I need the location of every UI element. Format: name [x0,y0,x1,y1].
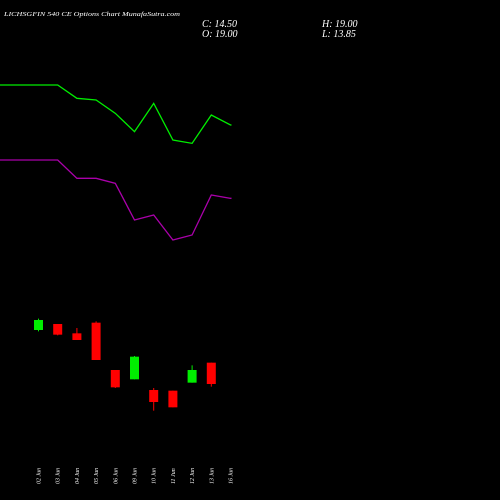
candles [34,318,216,411]
x-tick-label: 02 Jun [37,468,43,484]
x-axis-labels: 02 Jun 03 Jun 04 Jun 05 Jun 06 Jun 09 Jun 10 J… [37,468,235,484]
x-tick-label: 03 Jun [56,468,62,484]
x-tick-label: 12 Jun [190,468,196,484]
x-tick-label: 10 Jun [152,468,158,484]
candle-body [187,370,197,383]
candle [91,321,101,360]
candle-body [110,370,120,388]
close-readout: C: 14.50 [202,19,237,30]
x-tick-label: 16 Jun [229,468,235,484]
candle-body [149,390,159,402]
candle [130,356,139,380]
x-tick-label: 04 Jun [74,468,81,484]
candle-body [53,324,63,335]
candle-body [91,322,101,360]
candle [206,362,216,387]
candle [72,328,82,340]
candle [53,324,63,336]
indicator-line-1 [0,84,232,145]
x-tick-label: 06 Jun [113,468,119,484]
indicator-lines [0,84,232,241]
low-readout: L: 13.85 [321,29,356,40]
candle [149,388,159,411]
candle [168,390,178,408]
x-tick-label: 11 Jun [171,468,177,484]
chart-title: LICHSGFIN 540 CE Options Chart MunafaSut… [3,11,181,18]
candle-body [34,320,43,330]
candle [110,370,120,388]
high-readout: H: 19.00 [321,19,358,30]
candle [187,365,197,383]
candle-body [168,390,178,408]
x-tick-label: 09 Jun [133,468,139,484]
candle [34,318,43,332]
x-tick-label: 05 Jun [94,468,100,484]
candle-body [72,333,82,340]
open-readout: O: 19.00 [202,29,238,40]
candle-body [206,362,216,384]
candle-body [130,356,139,380]
indicator-line-2 [0,159,232,241]
x-tick-label: 13 Jun [209,468,215,484]
